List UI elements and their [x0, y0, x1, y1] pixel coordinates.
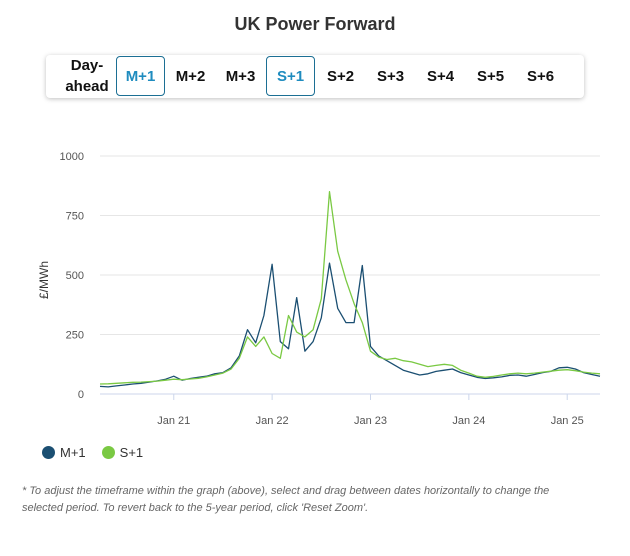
- y-axis-label: £/MWh: [37, 261, 51, 299]
- x-tick-label: Jan 25: [551, 415, 584, 427]
- x-tick-label: Jan 21: [157, 415, 190, 427]
- y-axis-ticks: 0 250 500 750 1000: [60, 151, 84, 401]
- x-tick-label: Jan 22: [256, 415, 289, 427]
- x-axis-ticks: Jan 21 Jan 22 Jan 23 Jan 24 Jan 25: [157, 394, 584, 427]
- y-tick-label: 750: [66, 211, 84, 223]
- tab-s4[interactable]: S+4: [426, 67, 455, 85]
- tab-s2[interactable]: S+2: [326, 67, 355, 85]
- legend-dot-m1: [42, 446, 55, 459]
- y-tick-label: 1000: [60, 151, 84, 163]
- tab-m2[interactable]: M+2: [175, 67, 206, 85]
- zoom-instructions-note: * To adjust the timeframe within the gra…: [22, 485, 550, 514]
- x-tick-label: Jan 23: [354, 415, 387, 427]
- series-line-m1[interactable]: [99, 262, 601, 388]
- tab-m3[interactable]: M+3: [225, 67, 256, 85]
- x-tick-label: Jan 24: [452, 415, 485, 427]
- range-tab-bar: Day-ahead M+1 M+2 M+3 S+1 S+2 S+3 S+4 S+…: [46, 55, 584, 98]
- tab-m1[interactable]: M+1: [116, 56, 165, 96]
- y-tick-label: 250: [66, 330, 84, 342]
- tab-s6[interactable]: S+6: [526, 67, 555, 85]
- chart-grid: [100, 155, 600, 335]
- tab-s3[interactable]: S+3: [376, 67, 405, 85]
- series-line-s1[interactable]: [99, 191, 601, 385]
- legend-item-m1[interactable]: M+1: [42, 445, 86, 460]
- tab-day-ahead[interactable]: Day-ahead: [65, 57, 109, 95]
- chart-title: UK Power Forward: [234, 14, 396, 34]
- tab-s1[interactable]: S+1: [266, 56, 315, 96]
- chart-series: [99, 191, 601, 388]
- legend-item-s1[interactable]: S+1: [101, 445, 144, 460]
- chart-legend: M+1 S+1: [42, 445, 143, 460]
- tab-s5[interactable]: S+5: [476, 67, 505, 85]
- y-tick-label: 500: [66, 270, 84, 282]
- legend-label-s1: S+1: [119, 445, 144, 460]
- legend-dot-s1: [101, 446, 115, 459]
- legend-label-m1: M+1: [60, 445, 86, 460]
- y-tick-label: 0: [78, 389, 84, 401]
